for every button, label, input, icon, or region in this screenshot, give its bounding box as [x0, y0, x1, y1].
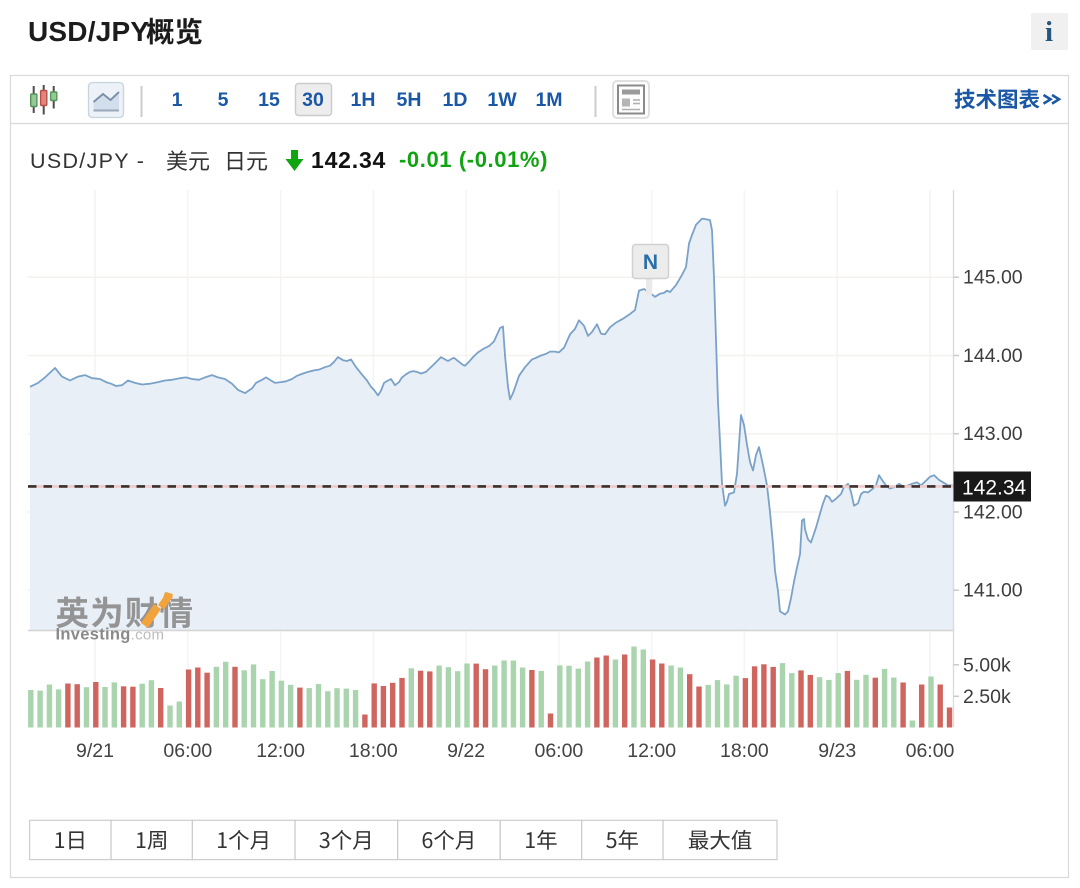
- svg-text:1M: 1M: [535, 89, 562, 111]
- svg-text:18:00: 18:00: [349, 740, 398, 762]
- svg-text:143.00: 143.00: [963, 423, 1023, 445]
- svg-text:-0.01 (-0.01%): -0.01 (-0.01%): [399, 147, 548, 172]
- svg-text:5.00k: 5.00k: [963, 654, 1011, 676]
- svg-text:i: i: [1045, 16, 1053, 48]
- svg-text:9/22: 9/22: [447, 740, 485, 762]
- svg-text:USD/JPY -: USD/JPY -: [30, 149, 145, 173]
- svg-text:1H: 1H: [351, 89, 376, 111]
- svg-text:1D: 1D: [443, 89, 468, 111]
- svg-text:9/23: 9/23: [818, 740, 856, 762]
- svg-text:2.50k: 2.50k: [963, 686, 1011, 708]
- svg-text:141.00: 141.00: [963, 580, 1023, 602]
- svg-text:15: 15: [258, 89, 280, 111]
- svg-text:06:00: 06:00: [534, 740, 583, 762]
- svg-text:9/21: 9/21: [76, 740, 114, 762]
- svg-text:1W: 1W: [487, 89, 517, 111]
- svg-text:145.00: 145.00: [963, 267, 1023, 289]
- svg-text:USD/JPY: USD/JPY: [28, 16, 149, 47]
- svg-text:5: 5: [218, 89, 229, 111]
- svg-text:12:00: 12:00: [627, 740, 676, 762]
- svg-text:142.00: 142.00: [963, 502, 1023, 524]
- svg-text:12:00: 12:00: [256, 740, 305, 762]
- svg-text:142.34: 142.34: [311, 147, 386, 173]
- svg-text:144.00: 144.00: [963, 345, 1023, 367]
- svg-text:06:00: 06:00: [163, 740, 212, 762]
- svg-text:5H: 5H: [397, 89, 422, 111]
- svg-text:Investing.com: Investing.com: [56, 626, 165, 644]
- svg-text:N: N: [643, 251, 658, 274]
- svg-text:142.34: 142.34: [962, 477, 1027, 500]
- svg-text:06:00: 06:00: [906, 740, 955, 762]
- svg-text:30: 30: [302, 89, 324, 111]
- svg-text:1: 1: [172, 89, 183, 111]
- svg-text:18:00: 18:00: [720, 740, 769, 762]
